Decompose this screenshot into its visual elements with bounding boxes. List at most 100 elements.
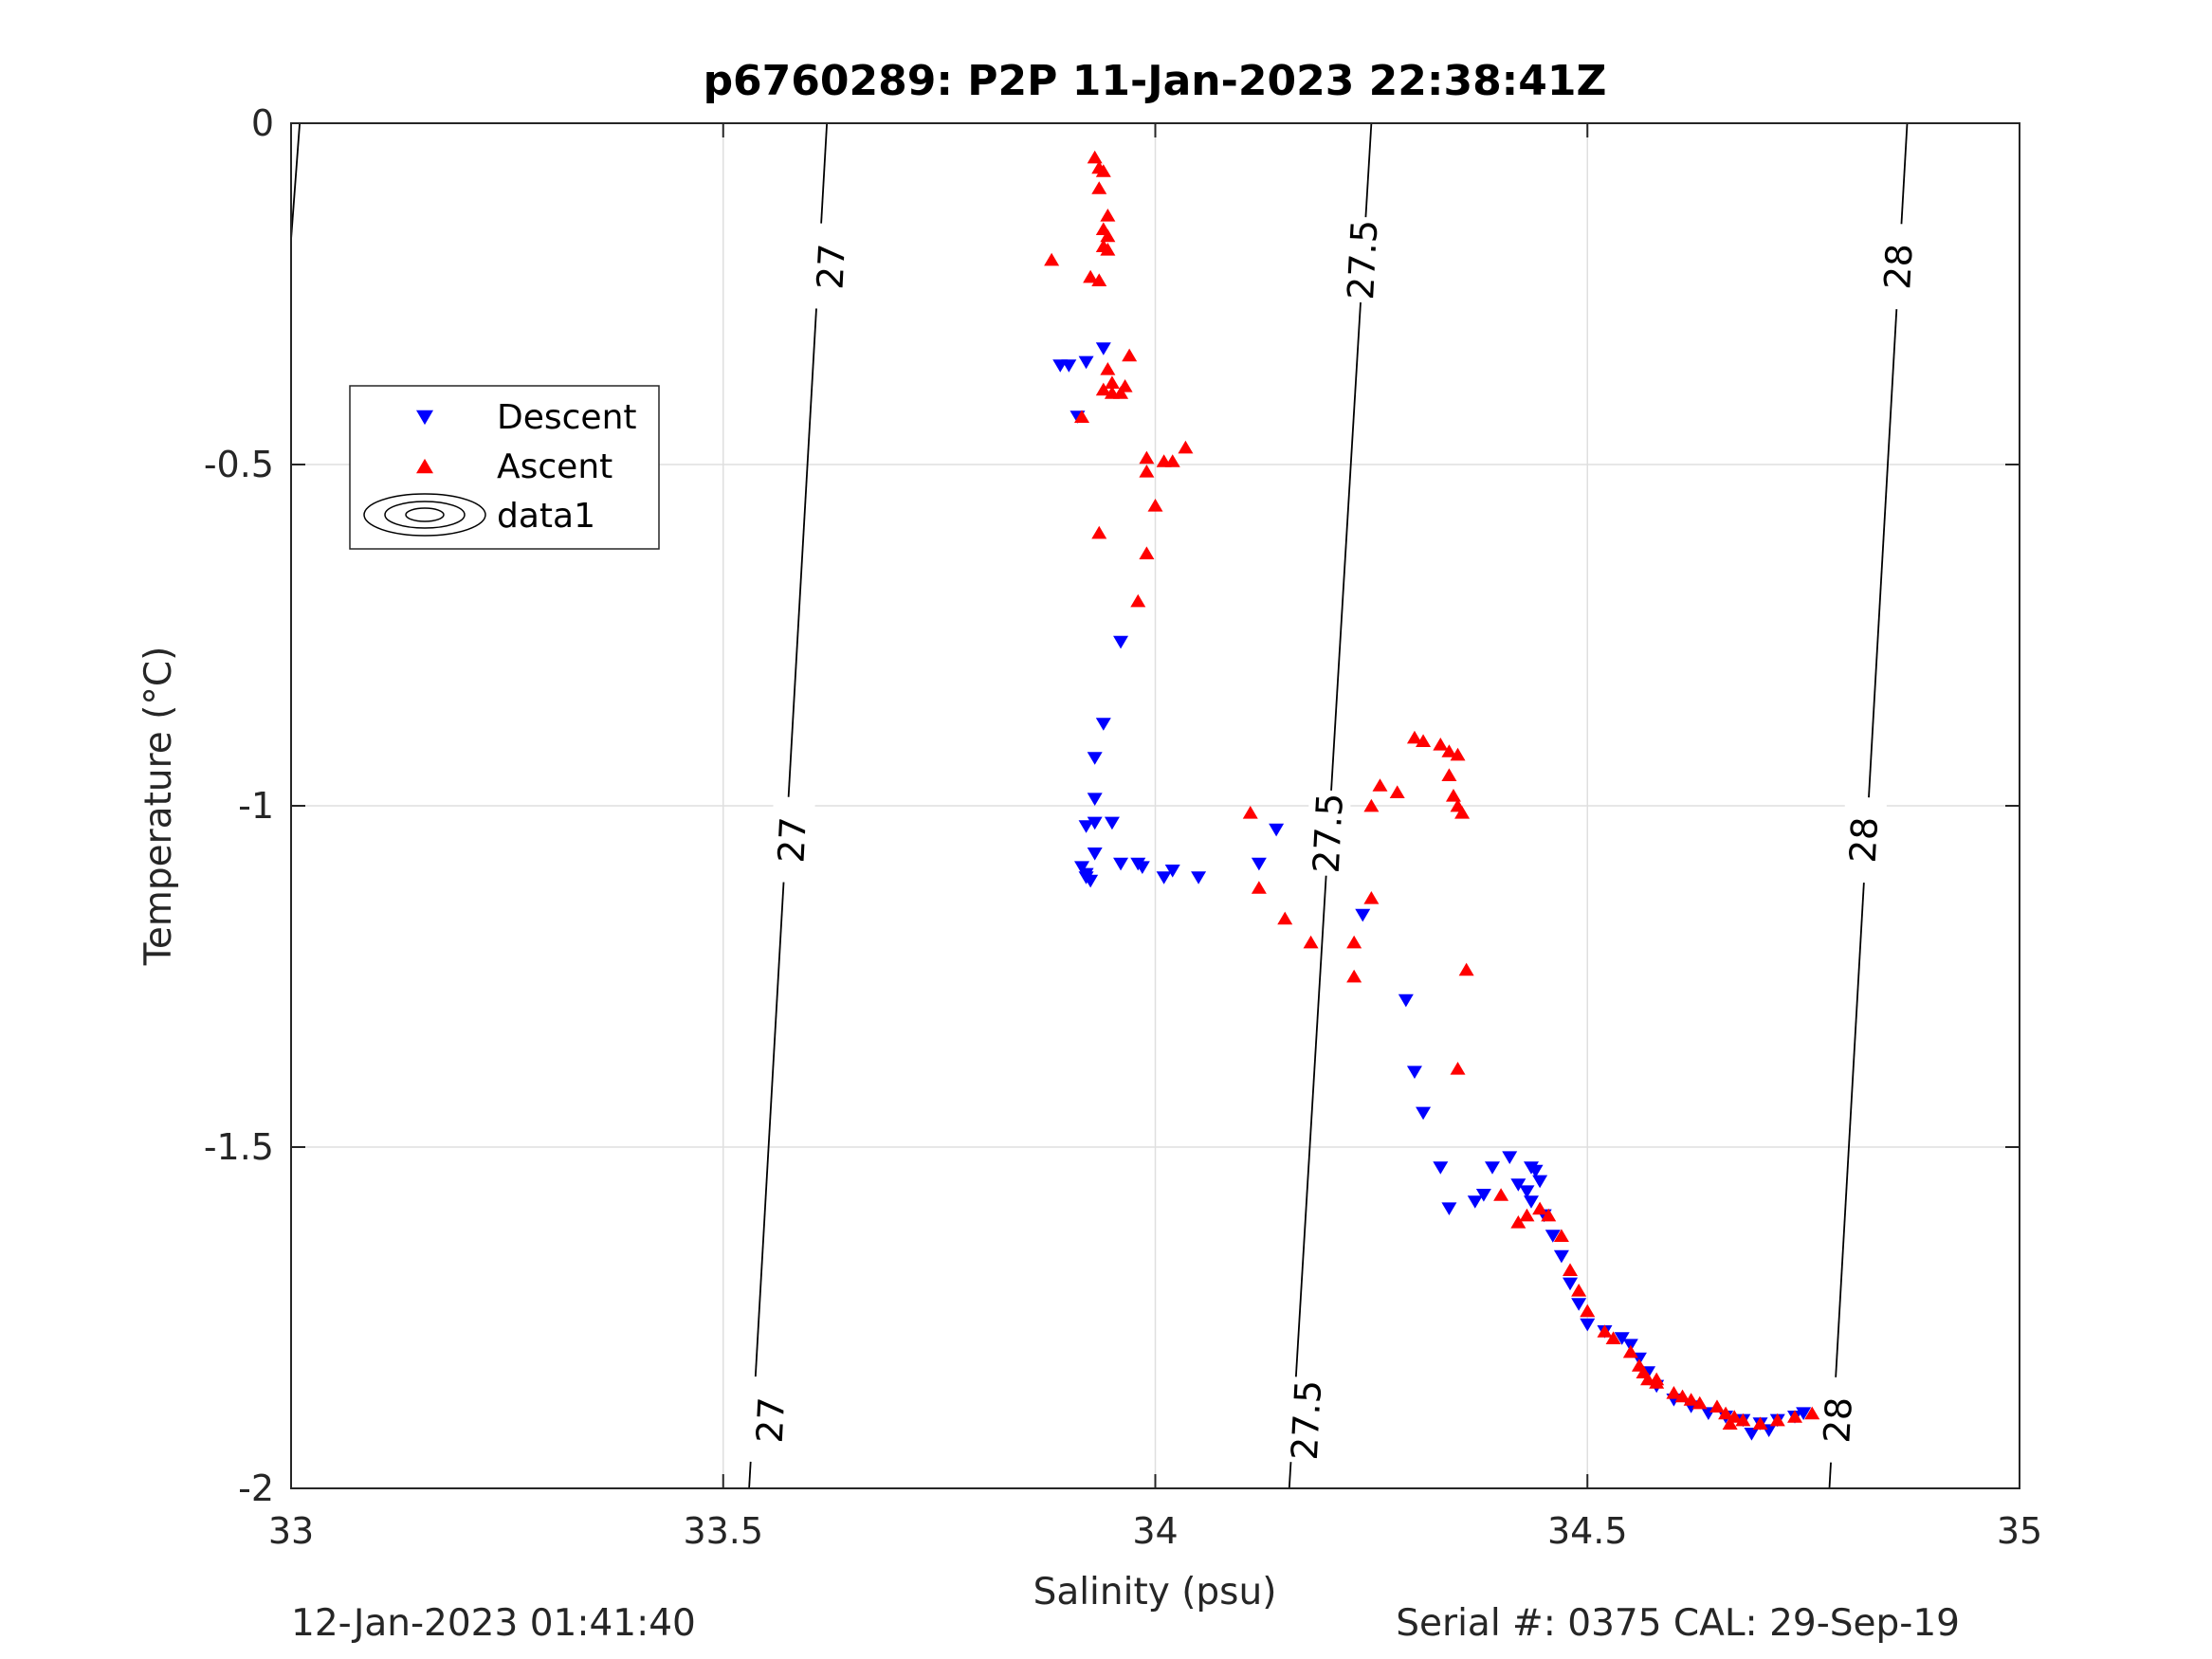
contour-label-gap	[769, 795, 815, 884]
ascent-point	[1541, 1208, 1557, 1222]
y-tick-label: 0	[251, 102, 274, 144]
ascent-point	[1553, 1229, 1569, 1242]
descent-point	[1527, 1164, 1544, 1178]
axis-ticks: 33 33.5 34 34.5 35 -2 -1.5 -1 -0.5 0	[204, 102, 2042, 1552]
ascent-point	[1406, 730, 1422, 744]
ascent-point	[1100, 228, 1116, 243]
ascent-point	[1450, 747, 1466, 761]
ascent-point	[1178, 440, 1194, 454]
contour-label-gap	[1339, 215, 1386, 304]
ascent-point	[1804, 1406, 1820, 1420]
ascent-point	[1718, 1406, 1734, 1420]
ascent-point	[1083, 269, 1099, 283]
ascent-point	[1087, 150, 1103, 164]
data-series	[1044, 150, 1820, 1441]
ascent-point	[1493, 1188, 1509, 1201]
ascent-point	[1674, 1389, 1691, 1403]
ascent-point	[1709, 1399, 1725, 1413]
ascent-point	[1571, 1284, 1587, 1297]
contour-label: 27.5	[1306, 792, 1351, 874]
descent-point	[1104, 816, 1120, 830]
ascent-point	[1636, 1365, 1652, 1378]
ascent-point	[1519, 1208, 1535, 1222]
descent-point	[1475, 1189, 1491, 1202]
ascent-point	[1532, 1201, 1548, 1215]
contour-label-group: 27.5	[1283, 1376, 1330, 1465]
ascent-point	[1454, 806, 1471, 819]
contour-label-group: 28	[1840, 795, 1888, 884]
descent-point	[1524, 1195, 1540, 1209]
ascent-point	[1100, 362, 1116, 375]
descent-point	[1580, 1318, 1596, 1332]
contour-label-gap	[808, 223, 855, 311]
ascent-point	[1752, 1416, 1768, 1430]
ascent-point	[1100, 209, 1116, 222]
ascent-point	[1242, 806, 1258, 819]
contour-label-group: 27	[769, 795, 815, 884]
descent-point	[1545, 1230, 1561, 1243]
ascent-point	[1346, 935, 1362, 949]
ascent-point	[1580, 1304, 1596, 1318]
ascent-point	[1458, 962, 1474, 976]
legend-box	[349, 385, 660, 550]
x-tick-label: 34	[1132, 1510, 1178, 1552]
ascent-point	[1416, 734, 1432, 747]
ascent-point	[1622, 1344, 1638, 1358]
chart-title: p6760289: P2P 11-Jan-2023 22:38:41Z	[704, 57, 1607, 105]
footer-timestamp: 12-Jan-2023 01:41:40	[291, 1602, 696, 1645]
descent-point	[1441, 1202, 1457, 1215]
ascent-point	[1441, 768, 1457, 781]
legend-descent-label: Descent	[497, 398, 637, 437]
contour-label: 28	[1816, 1396, 1859, 1445]
y-tick-label: -0.5	[204, 444, 274, 485]
ascent-point	[1095, 164, 1111, 177]
ascent-point	[1044, 252, 1060, 266]
legend-contour-icon	[363, 493, 486, 537]
contour-label: 27	[770, 816, 814, 865]
contour-label-gap	[1283, 1376, 1330, 1465]
contour-label: 27	[749, 1396, 793, 1445]
descent-point	[1083, 874, 1099, 888]
legend-descent-marker	[416, 410, 433, 426]
ascent-point	[1251, 881, 1267, 894]
ascent-point	[1147, 499, 1163, 512]
descent-point	[1164, 865, 1180, 878]
ascent-point	[1100, 243, 1116, 256]
density-contour-line	[290, 122, 302, 240]
contour-label-group: 27.5	[1339, 215, 1386, 304]
descent-point	[1406, 1066, 1422, 1079]
ascent-point	[1735, 1413, 1751, 1427]
ascent-point	[1597, 1324, 1613, 1338]
descent-point	[1571, 1298, 1587, 1311]
ascent-point	[1691, 1395, 1708, 1410]
ascent-point	[1389, 785, 1405, 798]
descent-point	[1095, 342, 1111, 356]
ascent-point	[1139, 546, 1155, 559]
descent-point	[1074, 861, 1090, 874]
ascent-point	[1722, 1416, 1738, 1430]
ascent-point	[1104, 375, 1120, 389]
descent-point	[1087, 793, 1103, 806]
ascent-point	[1510, 1215, 1526, 1229]
descent-point	[1510, 1178, 1526, 1192]
descent-point	[1078, 356, 1094, 370]
ascent-point	[1113, 386, 1129, 399]
contour-label-gap	[747, 1376, 795, 1465]
descent-point	[1087, 816, 1103, 830]
descent-point	[1269, 823, 1285, 837]
legend-data1-label: data1	[497, 497, 595, 536]
ascent-point	[1346, 969, 1362, 983]
descent-point	[1433, 1161, 1449, 1175]
contour-label: 27	[809, 243, 852, 291]
descent-point	[1087, 752, 1103, 765]
density-contours: 27 27 27 27.5 27.5 27.5 28 28 28	[290, 122, 1922, 1489]
descent-point	[1563, 1277, 1579, 1291]
ascent-point	[1563, 1263, 1579, 1276]
contour-label: 28	[1842, 816, 1886, 865]
x-tick-label: 34.5	[1547, 1510, 1628, 1552]
y-tick-label: -2	[238, 1468, 274, 1509]
contour-label-group: 28	[1815, 1376, 1861, 1465]
ascent-point	[1164, 454, 1180, 467]
contour-label: 27.5	[1284, 1379, 1329, 1462]
